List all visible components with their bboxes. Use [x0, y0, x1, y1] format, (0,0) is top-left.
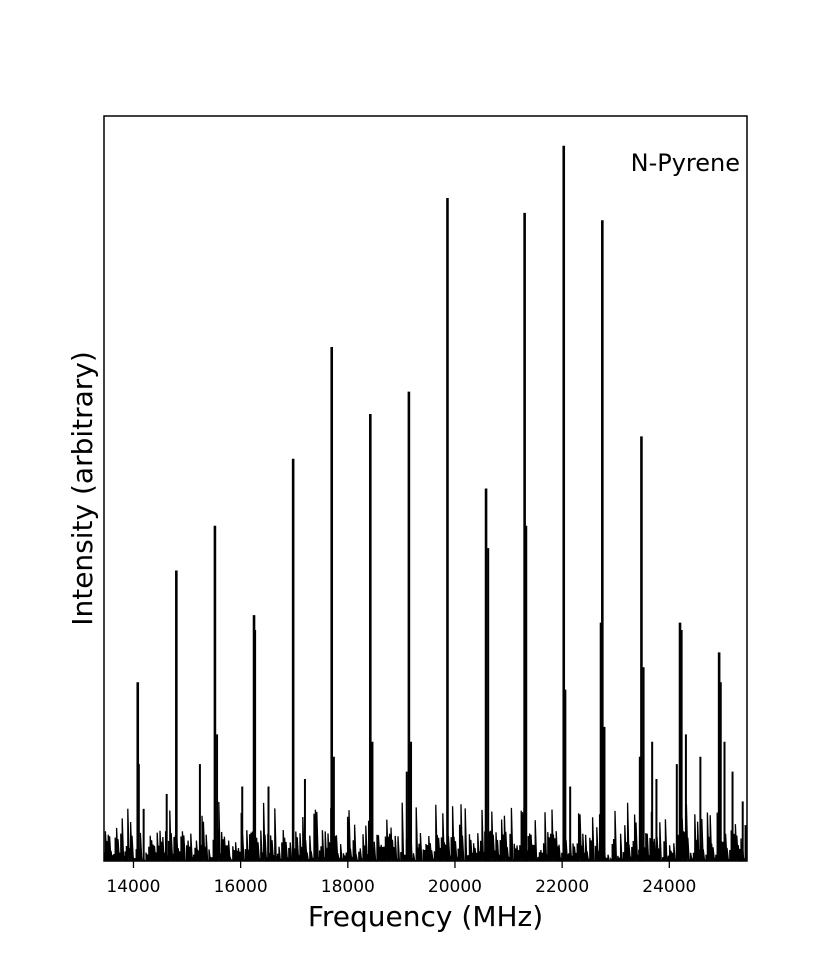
- plot-frame: [103, 115, 748, 862]
- x-tick-label: 14000: [106, 877, 160, 897]
- x-tick-label: 22000: [535, 877, 589, 897]
- molecule-label: N-Pyrene: [631, 149, 740, 177]
- x-tick-label: 20000: [428, 877, 482, 897]
- y-axis-label: Intensity (arbitrary): [66, 351, 99, 626]
- x-tick-label: 24000: [642, 877, 696, 897]
- spectrum-baseline-noise: [104, 801, 747, 861]
- x-tick-label: 18000: [321, 877, 375, 897]
- x-tick-label: 16000: [214, 877, 268, 897]
- plot-area: [104, 145, 747, 861]
- x-axis: 14000 16000 18000 20000 22000 24000: [106, 861, 696, 897]
- x-axis-label: Frequency (MHz): [308, 900, 543, 933]
